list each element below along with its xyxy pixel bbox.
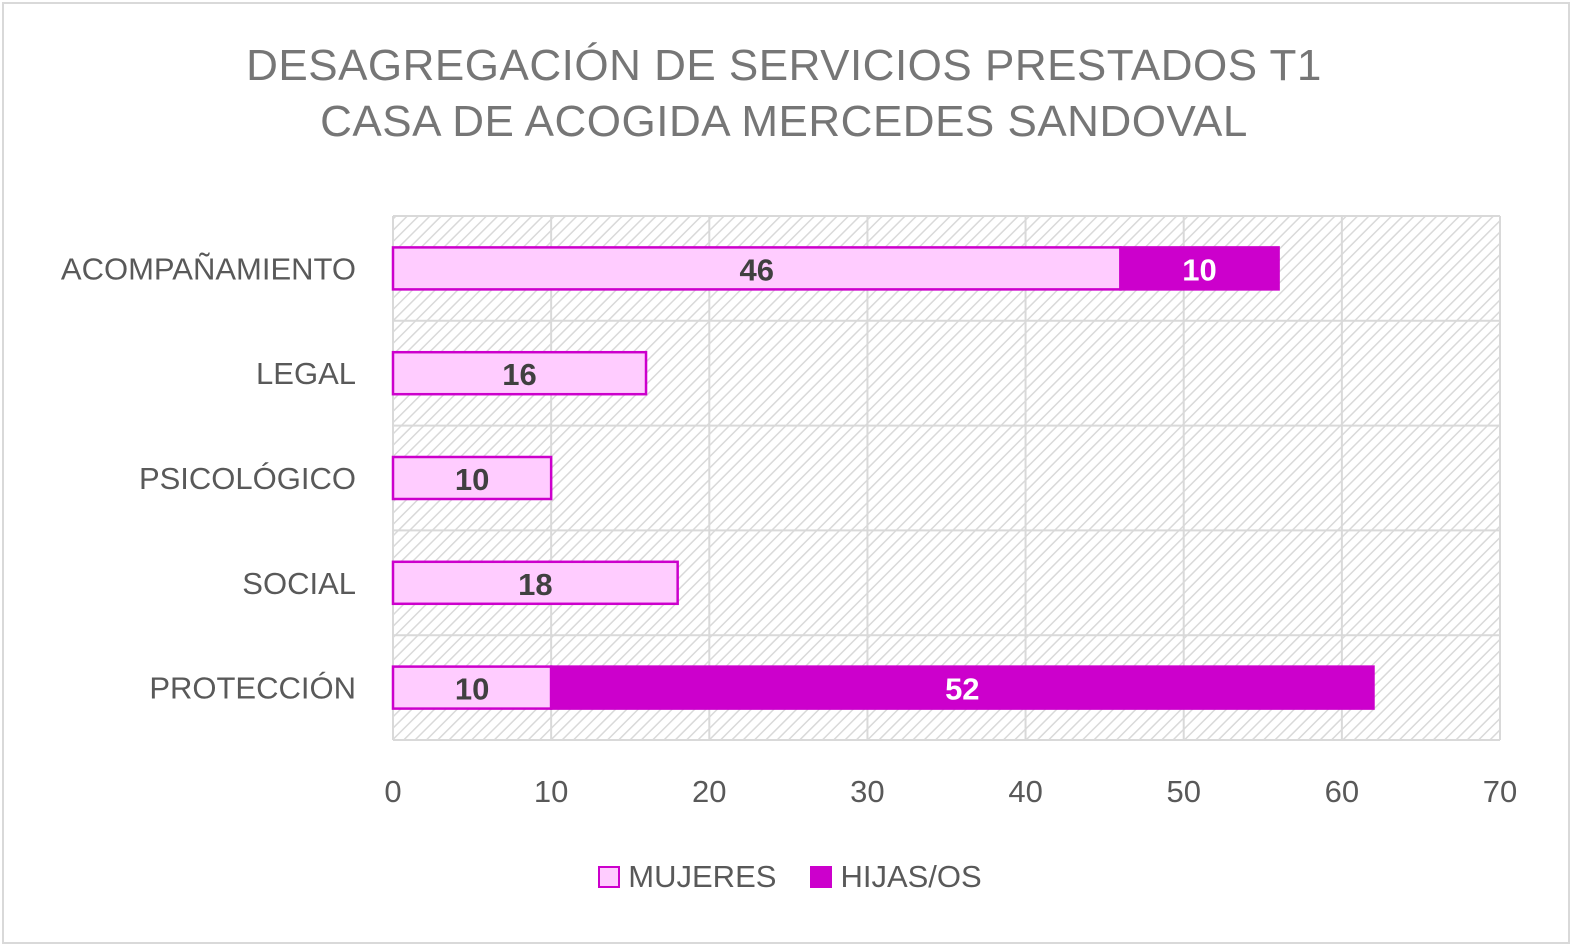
- legend-item-hijas-os: HIJAS/OS: [810, 859, 982, 895]
- bar-mujeres: [391, 350, 648, 396]
- y-category-label: LEGAL: [256, 356, 356, 391]
- legend-item-mujeres: MUJERES: [598, 859, 776, 895]
- data-label: 52: [945, 672, 979, 707]
- bar-mujeres: [391, 246, 1122, 291]
- y-category-label: SOCIAL: [242, 566, 356, 601]
- legend-swatch-hijas-os: [810, 866, 833, 888]
- x-tick-label: 0: [384, 774, 401, 809]
- chart-title: DESAGREGACIÓN DE SERVICIOS PRESTADOS T1 …: [0, 38, 1568, 150]
- data-label: 18: [518, 567, 552, 602]
- data-label: 10: [455, 462, 489, 497]
- y-category-label: ACOMPAÑAMIENTO: [61, 251, 356, 286]
- legend-label-hijas-os: HIJAS/OS: [840, 859, 982, 894]
- data-label: 10: [1182, 252, 1216, 287]
- x-tick-label: 70: [1483, 774, 1517, 809]
- x-tick-label: 10: [534, 774, 568, 809]
- legend-swatch-mujeres: [598, 866, 621, 888]
- x-tick-label: 50: [1166, 774, 1200, 809]
- chart-title-line-1: DESAGREGACIÓN DE SERVICIOS PRESTADOS T1: [246, 41, 1322, 90]
- x-tick-label: 30: [850, 774, 884, 809]
- x-tick-label: 60: [1325, 774, 1359, 809]
- y-category-label: PSICOLÓGICO: [139, 461, 356, 496]
- plot-area: [393, 216, 1500, 740]
- data-label: 46: [739, 252, 773, 287]
- legend: MUJERES HIJAS/OS: [0, 859, 1580, 895]
- bar-hijas-os: [549, 665, 1375, 710]
- y-category-label: PROTECCIÓN: [149, 671, 356, 706]
- data-label: 10: [455, 672, 489, 707]
- data-label: 16: [502, 357, 536, 392]
- chart-title-line-2: CASA DE ACOGIDA MERCEDES SANDOVAL: [320, 97, 1248, 146]
- bar-hijas-os: [1119, 246, 1280, 291]
- x-tick-label: 20: [692, 774, 726, 809]
- x-tick-label: 40: [1008, 774, 1042, 809]
- bar-mujeres: [391, 455, 553, 501]
- bar-mujeres: [391, 560, 679, 606]
- legend-label-mujeres: MUJERES: [628, 859, 777, 894]
